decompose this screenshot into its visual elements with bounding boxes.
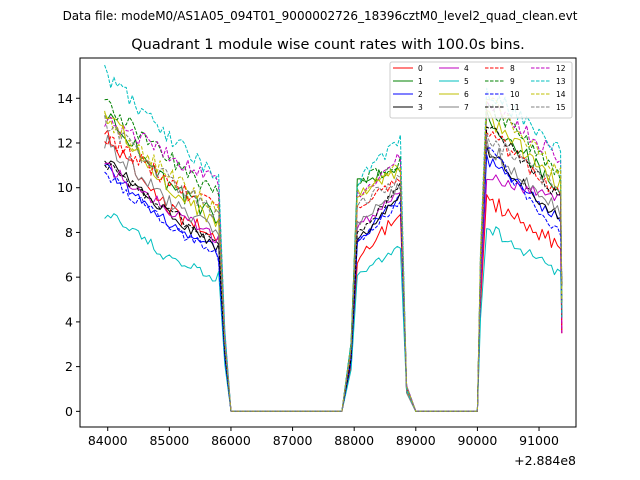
x-tick-label: 84000 bbox=[88, 433, 128, 448]
series-line-0 bbox=[104, 129, 563, 412]
y-axis: 0 2 4 6 8 10 12 14 bbox=[57, 91, 80, 419]
series-line-14 bbox=[104, 97, 563, 412]
legend-label: 7 bbox=[464, 103, 469, 112]
y-tick-label: 6 bbox=[65, 270, 73, 285]
chart-suptitle: Data file: modeM0/AS1A05_094T01_90000027… bbox=[63, 9, 578, 23]
y-tick-label: 0 bbox=[65, 404, 73, 419]
legend-label: 12 bbox=[556, 64, 566, 73]
series-line-15 bbox=[104, 115, 563, 412]
legend-label: 0 bbox=[418, 64, 423, 73]
y-tick-label: 2 bbox=[65, 359, 73, 374]
x-tick-label: 86000 bbox=[211, 433, 251, 448]
series-line-2 bbox=[104, 154, 563, 412]
legend-label: 5 bbox=[464, 77, 469, 86]
x-tick-label: 87000 bbox=[273, 433, 313, 448]
legend-box bbox=[389, 61, 573, 119]
series-line-9 bbox=[104, 98, 563, 412]
legend-label: 1 bbox=[418, 77, 423, 86]
y-tick-label: 4 bbox=[65, 314, 73, 329]
legend-label: 13 bbox=[556, 77, 566, 86]
x-tick-label: 85000 bbox=[149, 433, 189, 448]
x-tick-label: 88000 bbox=[334, 433, 374, 448]
legend-label: 15 bbox=[556, 103, 566, 112]
x-tick-label: 89000 bbox=[396, 433, 436, 448]
x-axis: 84000 85000 86000 87000 88000 89000 90000 91000 bbox=[88, 427, 559, 448]
legend-label: 8 bbox=[510, 64, 515, 73]
y-tick-label: 12 bbox=[57, 135, 73, 150]
series-line-12 bbox=[104, 101, 563, 412]
plot-frame bbox=[79, 57, 577, 428]
y-tick-label: 14 bbox=[57, 91, 73, 106]
series-line-8 bbox=[104, 131, 563, 412]
legend-label: 4 bbox=[464, 64, 469, 73]
legend-label: 10 bbox=[510, 90, 520, 99]
legend-label: 14 bbox=[556, 90, 566, 99]
legend-label: 2 bbox=[418, 90, 423, 99]
legend-label: 9 bbox=[510, 77, 515, 86]
chart-title: Quadrant 1 module wise count rates with … bbox=[131, 37, 525, 53]
series-line-3 bbox=[104, 145, 563, 412]
y-tick-label: 8 bbox=[65, 225, 73, 240]
legend-label: 3 bbox=[418, 103, 423, 112]
series-line-7 bbox=[104, 134, 563, 412]
x-tick-label: 91000 bbox=[519, 433, 559, 448]
x-offset-label: +2.884e8 bbox=[514, 453, 576, 468]
series-line-1 bbox=[104, 110, 563, 412]
legend-label: 6 bbox=[464, 90, 469, 99]
series-line-11 bbox=[104, 126, 563, 412]
y-tick-label: 10 bbox=[57, 180, 73, 195]
series-line-5 bbox=[104, 213, 563, 412]
x-tick-label: 90000 bbox=[458, 433, 498, 448]
series-line-10 bbox=[104, 147, 563, 412]
legend-label: 11 bbox=[510, 103, 520, 112]
